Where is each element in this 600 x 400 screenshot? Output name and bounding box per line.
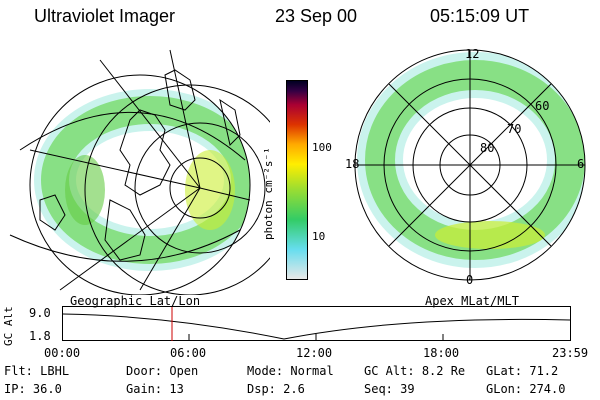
mlat-label-80: 80 <box>480 141 494 155</box>
timeline-xtick-1200: 12:00 <box>296 346 333 360</box>
mlat-label-60: 60 <box>535 99 549 113</box>
status-ip: IP: 36.0 <box>4 382 62 396</box>
colorbar-unit: photon cm⁻²s⁻¹ <box>262 147 275 240</box>
polar-bright-arc <box>435 221 545 249</box>
mlat-label-70: 70 <box>507 122 521 136</box>
auroral-oval-halo <box>34 89 250 271</box>
mlat-mlt-grid <box>354 49 586 281</box>
timeline-ytick-high: 9.0 <box>29 306 51 320</box>
status-mode: Mode: Normal <box>247 364 334 378</box>
status-seq: Seq: 39 <box>364 382 415 396</box>
status-glat: GLat: 71.2 <box>486 364 559 378</box>
mlt-label-12: 12 <box>465 47 479 61</box>
timeline-ticks <box>188 334 444 341</box>
coastline <box>39 69 241 261</box>
altitude-timeline-plot <box>62 306 571 341</box>
status-door: Door: Open <box>126 364 199 378</box>
status-glon: GLon: 274.0 <box>486 382 566 396</box>
magnetic-polar-panel: 12 18 6 0 60 70 80 <box>345 47 586 285</box>
mlt-label-6: 6 <box>577 157 584 171</box>
mlt-label-18: 18 <box>345 157 359 171</box>
lat-lon-grid <box>9 49 270 295</box>
app-title: Ultraviolet Imager <box>34 6 176 26</box>
geographic-panel-label: Geographic Lat/Lon <box>70 294 201 308</box>
auroral-oval-band <box>41 96 250 264</box>
timeline-xtick-0000: 00:00 <box>44 346 81 360</box>
time-label: 05:15:09 UT <box>430 6 530 26</box>
timeline-ytick-low: 1.8 <box>29 329 51 343</box>
mlt-label-0: 0 <box>466 273 473 285</box>
color-scale-bar <box>286 80 308 280</box>
timeline-xtick-2359: 23:59 <box>552 346 589 360</box>
geographic-image-panel <box>9 49 270 295</box>
magnetic-panel-label: Apex MLat/MLT <box>425 294 519 308</box>
status-gain: Gain: 13 <box>126 382 184 396</box>
colorbar-tick-100: 100 <box>312 141 332 154</box>
altitude-curve <box>62 313 571 340</box>
timeline-ylabel: GC Alt <box>2 306 15 346</box>
date-label: 23 Sep 00 <box>275 6 358 26</box>
status-flt: Flt: LBHL <box>4 364 70 378</box>
timeline-xtick-1800: 18:00 <box>423 346 460 360</box>
timeline-xtick-0600: 06:00 <box>170 346 207 360</box>
status-dsp: Dsp: 2.6 <box>247 382 305 396</box>
globe-limb <box>29 74 251 295</box>
status-gc-alt: GC Alt: 8.2 Re <box>364 364 466 378</box>
colorbar-tick-10: 10 <box>312 230 326 243</box>
